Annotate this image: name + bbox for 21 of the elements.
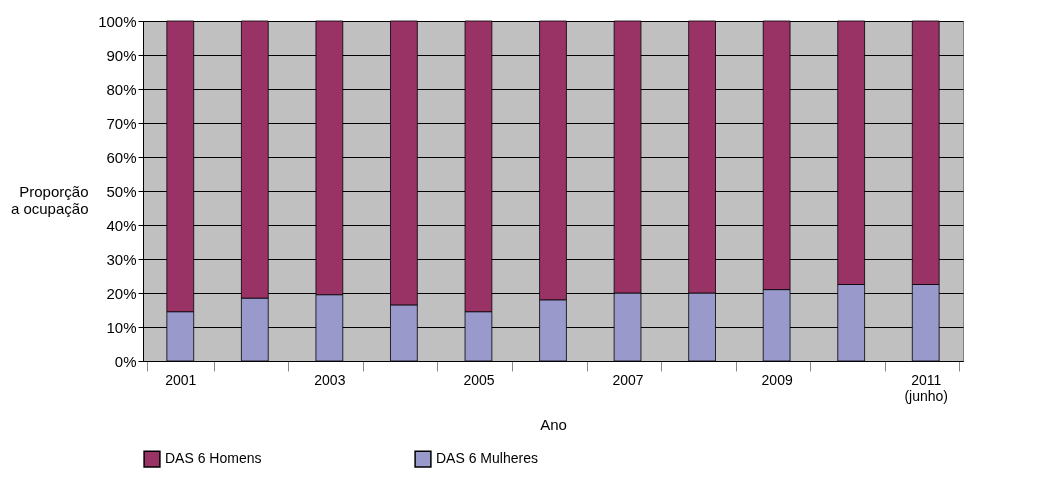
x-tick-label: 2003 xyxy=(314,371,346,388)
y-tick-label: 60% xyxy=(106,148,137,166)
legend-label: DAS 6 Mulheres xyxy=(436,450,538,467)
y-tick-label: 40% xyxy=(106,216,137,234)
y-tick-label: 0% xyxy=(114,352,137,370)
x-tick-label: 2005 xyxy=(463,371,495,388)
x-tick-label: 2001 xyxy=(165,371,197,388)
x-tick-label: 2011 (junho) xyxy=(904,371,949,404)
legend-label: DAS 6 Homens xyxy=(165,450,262,467)
x-tick-label: 2009 xyxy=(761,371,793,388)
y-tick-label: 20% xyxy=(106,284,137,302)
y-tick-label: 100% xyxy=(98,12,137,30)
y-tick-label: 90% xyxy=(106,46,137,64)
y-tick-label: 70% xyxy=(106,114,137,132)
y-tick-label: 30% xyxy=(106,250,137,268)
y-axis-title: Proporção a ocupação xyxy=(10,182,89,217)
y-tick-label: 80% xyxy=(106,80,137,98)
x-tick-label: 2007 xyxy=(612,371,644,388)
x-axis-title: Ano xyxy=(540,415,567,433)
y-tick-label: 50% xyxy=(106,182,137,200)
y-tick-label: 10% xyxy=(106,318,137,336)
